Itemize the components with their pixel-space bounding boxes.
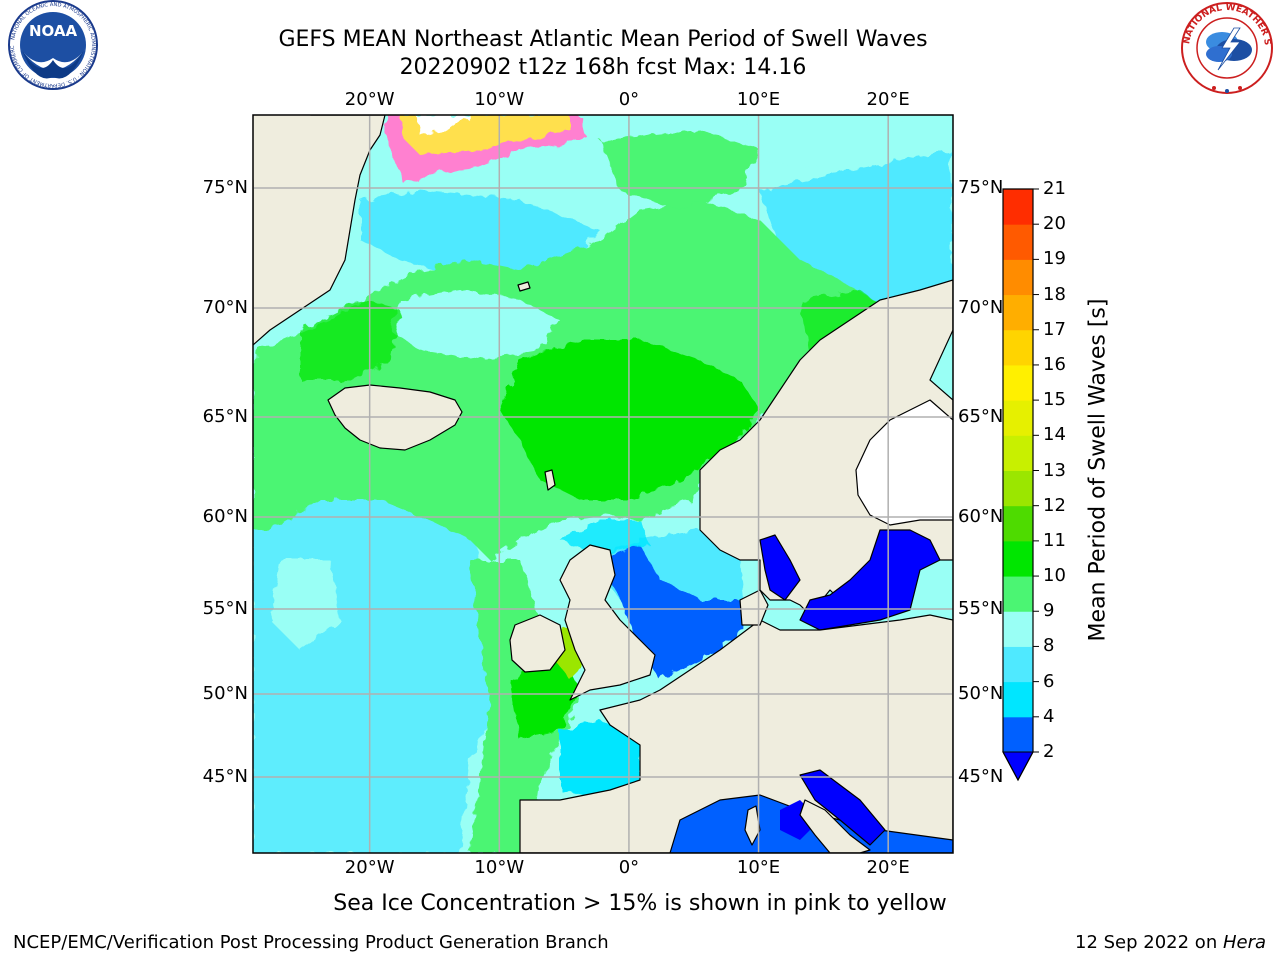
sea-ice: [385, 115, 585, 185]
baltic-sea: [799, 529, 941, 631]
colorbar-tick-label: 2: [1043, 741, 1055, 762]
colorbar-tick-label: 13: [1043, 459, 1066, 481]
colorbar-segment: [1003, 540, 1033, 577]
colorbar-tick-label: 12: [1043, 494, 1066, 516]
tick-label: 65°N: [958, 406, 1004, 427]
tick-label: 75°N: [202, 177, 248, 198]
ireland: [509, 614, 566, 673]
map-frame: [252, 114, 954, 854]
map-area: [253, 115, 953, 853]
colorbar-label: Mean Period of Swell Waves [s]: [1085, 298, 1111, 642]
tick-label: 45°N: [958, 766, 1004, 787]
tick-label: 65°N: [202, 406, 248, 427]
colorbar-segment: [1003, 505, 1033, 542]
tick-label: 10°W: [474, 89, 525, 110]
colorbar-segment: [1003, 716, 1033, 753]
colorbar-segment: [1003, 400, 1033, 436]
colorbar-tick-label: 21: [1043, 178, 1066, 199]
tick-label: 60°N: [958, 506, 1004, 527]
footer-host: Hera: [1222, 932, 1266, 953]
jan-mayen: [517, 281, 531, 292]
great-britain: [559, 544, 656, 701]
tick-label: 75°N: [958, 177, 1004, 198]
colorbar-tick-label: 19: [1043, 248, 1066, 270]
colorbar-segment: [1003, 259, 1033, 296]
tick-label: 10°E: [736, 89, 781, 110]
tick-label: 55°N: [202, 598, 248, 619]
colorbar-ticks: [1033, 188, 1039, 753]
colorbar-segment: [1003, 611, 1033, 647]
colorbar-tick-label: 20: [1043, 213, 1066, 235]
colorbar-segment: [1003, 224, 1033, 260]
italy: [799, 799, 871, 853]
colorbar-tick-label: 4: [1043, 705, 1055, 727]
noaa-logo-text: NOAA: [29, 22, 78, 40]
colorbar: [1002, 188, 1034, 782]
colorbar-tick-label: 14: [1043, 424, 1066, 446]
colorbar-segment: [1003, 329, 1033, 366]
greenland: [253, 115, 386, 346]
map-title: GEFS MEAN Northeast Atlantic Mean Period…: [278, 27, 928, 52]
noaa-logo: NOAA NATIONAL OCEANIC AND ATMOSPHERIC AD…: [0, 0, 98, 90]
colorbar-tick-label: 11: [1043, 529, 1066, 551]
corsica-sardinia: [744, 805, 761, 846]
footer-date-text: 12 Sep 2022 on: [1075, 932, 1223, 953]
colorbar-under-arrow: [1002, 751, 1034, 782]
colorbar-segment: [1003, 576, 1033, 612]
tick-label: 0°: [618, 857, 640, 878]
faroe-islands: [544, 469, 556, 491]
tick-label: 10°E: [736, 857, 781, 878]
gridlines: [253, 115, 953, 853]
tick-label: 10°W: [474, 857, 525, 878]
colorbar-segment: [1003, 681, 1033, 718]
adriatic-sea: [799, 769, 886, 846]
colorbar-segment: [1003, 294, 1033, 331]
sweden-white: [855, 399, 953, 526]
colorbar-segment: [1003, 189, 1033, 225]
tick-label: 20°W: [344, 89, 395, 110]
footer-credit: NCEP/EMC/Verification Post Processing Pr…: [13, 932, 609, 953]
colorbar-segment: [1003, 646, 1033, 683]
tick-label: 45°N: [202, 766, 248, 787]
tick-label: 0°: [618, 89, 640, 110]
tick-label: 55°N: [958, 598, 1004, 619]
colorbar-tick-label: 8: [1043, 635, 1055, 657]
tick-label: 20°E: [866, 857, 910, 878]
colorbar-frame: [1002, 188, 1034, 782]
colorbar-tick-label: 16: [1043, 353, 1066, 375]
tick-label: 70°N: [202, 297, 248, 318]
colorbar-tick-label: 9: [1043, 600, 1055, 622]
nws-logo: NATIONAL WEATHER SERVICE: [1174, 0, 1273, 94]
swell-period-fields: [253, 120, 953, 853]
tick-label: 50°N: [958, 683, 1004, 704]
tick-label: 20°W: [344, 857, 395, 878]
colorbar-segment: [1003, 364, 1033, 401]
tick-label: 60°N: [202, 506, 248, 527]
tick-label: 50°N: [202, 683, 248, 704]
colorbar-segment: [1003, 470, 1033, 507]
tick-label: 20°E: [866, 89, 910, 110]
kattegat: [759, 534, 801, 601]
tick-label: 70°N: [958, 297, 1004, 318]
colorbar-tick-label: 10: [1043, 565, 1066, 587]
colorbar-tick-label: 18: [1043, 283, 1066, 305]
map-subtitle: 20220902 t12z 168h fcst Max: 14.16: [399, 55, 807, 80]
footer-date: 12 Sep 2022 on Hera: [1075, 932, 1266, 954]
denmark: [739, 589, 769, 626]
colorbar-tick-label: 15: [1043, 389, 1066, 411]
sea-ice-note: Sea Ice Concentration > 15% is shown in …: [333, 891, 947, 916]
colorbar-segment: [1003, 435, 1033, 471]
colorbar-tick-label: 17: [1043, 318, 1066, 340]
colorbar-tick-label: 6: [1043, 670, 1055, 692]
